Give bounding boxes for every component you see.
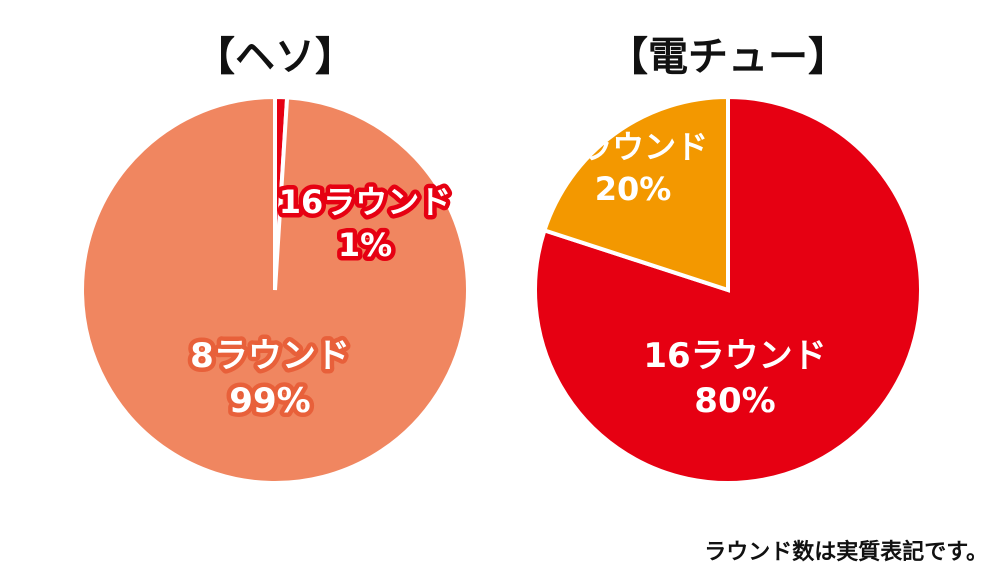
slice-label-text: 6ラウンド <box>558 128 708 166</box>
slice-value-text: 20% <box>595 170 672 208</box>
pie-slice-heso-8-round <box>80 94 470 485</box>
slice-label-text: 8ラウンド <box>190 336 350 376</box>
slice-value-text: 99% <box>229 381 310 421</box>
pie-label-denchu-16-round: 16ラウンド 80% <box>643 336 826 421</box>
pie-slice-denchu-6-round <box>541 94 730 293</box>
slice-value-text: 1% <box>338 226 392 264</box>
footnote: ラウンド数は実質表記です。 <box>704 540 988 565</box>
pie-denchu: 【電チュー】 6ラウンド 20% 16ラウンド 80% <box>533 34 923 485</box>
pie-label-heso-8-round: 8ラウンド 99% <box>186 332 355 426</box>
pie-title-denchu: 【電チュー】 <box>608 34 848 80</box>
pie-label-denchu-6-round: 6ラウンド 20% <box>558 128 708 208</box>
pie-title-heso: 【ヘソ】 <box>195 34 355 80</box>
slice-value-text: 80% <box>694 381 775 421</box>
slice-label-text: 16ラウンド <box>279 183 452 221</box>
pie-heso: 【ヘソ】 16ラウンド 1% 8ラウンド 99% <box>80 34 470 485</box>
pie-label-heso-16-round: 16ラウンド 1% <box>274 179 456 269</box>
slice-label-text: 16ラウンド <box>643 336 826 376</box>
